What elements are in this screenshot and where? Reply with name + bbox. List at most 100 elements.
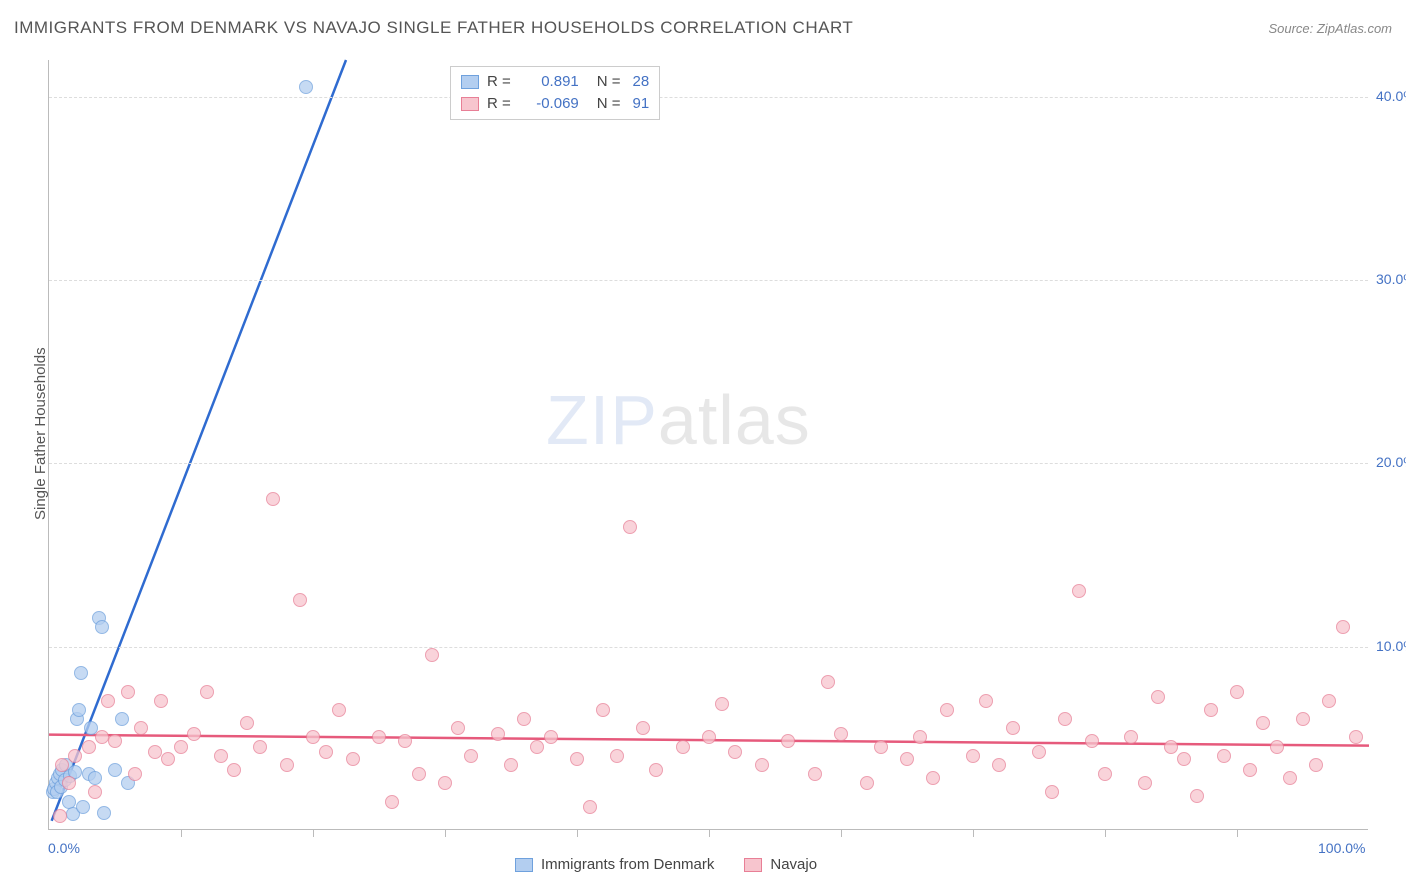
- data-point: [1256, 716, 1270, 730]
- x-tick-mark: [841, 829, 842, 837]
- data-point: [834, 727, 848, 741]
- data-point: [95, 620, 109, 634]
- legend-r-value: 0.891: [519, 71, 579, 93]
- data-point: [385, 795, 399, 809]
- data-point: [214, 749, 228, 763]
- data-point: [128, 767, 142, 781]
- data-point: [570, 752, 584, 766]
- x-tick-mark: [1237, 829, 1238, 837]
- plot-area: ZIPatlas: [48, 60, 1368, 830]
- data-point: [134, 721, 148, 735]
- data-point: [544, 730, 558, 744]
- x-tick-mark: [181, 829, 182, 837]
- data-point: [1217, 749, 1231, 763]
- legend-r-label: R =: [487, 93, 511, 115]
- data-point: [82, 740, 96, 754]
- data-point: [623, 520, 637, 534]
- data-point: [227, 763, 241, 777]
- data-point: [966, 749, 980, 763]
- legend-row: R =-0.069N =91: [461, 93, 649, 115]
- data-point: [900, 752, 914, 766]
- watermark-zip: ZIP: [546, 381, 658, 459]
- data-point: [451, 721, 465, 735]
- data-point: [808, 767, 822, 781]
- data-point: [874, 740, 888, 754]
- data-point: [649, 763, 663, 777]
- data-point: [187, 727, 201, 741]
- data-point: [636, 721, 650, 735]
- legend-swatch: [461, 75, 479, 89]
- data-point: [253, 740, 267, 754]
- data-point: [372, 730, 386, 744]
- data-point: [596, 703, 610, 717]
- data-point: [1336, 620, 1350, 634]
- data-point: [174, 740, 188, 754]
- x-tick-mark: [577, 829, 578, 837]
- gridline: [49, 97, 1368, 98]
- data-point: [412, 767, 426, 781]
- data-point: [1243, 763, 1257, 777]
- data-point: [101, 694, 115, 708]
- data-point: [72, 703, 86, 717]
- y-tick-label: 10.0%: [1376, 638, 1406, 654]
- legend-n-label: N =: [597, 71, 621, 93]
- data-point: [115, 712, 129, 726]
- series-name: Navajo: [770, 856, 817, 873]
- x-tick-mark: [973, 829, 974, 837]
- data-point: [306, 730, 320, 744]
- data-point: [266, 492, 280, 506]
- data-point: [1032, 745, 1046, 759]
- legend-swatch: [515, 858, 533, 872]
- data-point: [88, 785, 102, 799]
- data-point: [860, 776, 874, 790]
- data-point: [1045, 785, 1059, 799]
- data-point: [97, 806, 111, 820]
- data-point: [53, 809, 67, 823]
- data-point: [346, 752, 360, 766]
- data-point: [1230, 685, 1244, 699]
- data-point: [1309, 758, 1323, 772]
- data-point: [148, 745, 162, 759]
- data-point: [1124, 730, 1138, 744]
- y-tick-label: 20.0%: [1376, 454, 1406, 470]
- data-point: [583, 800, 597, 814]
- legend-n-label: N =: [597, 93, 621, 115]
- data-point: [425, 648, 439, 662]
- data-point: [108, 734, 122, 748]
- data-point: [702, 730, 716, 744]
- x-tick-label: 100.0%: [1318, 840, 1365, 856]
- data-point: [121, 685, 135, 699]
- data-point: [913, 730, 927, 744]
- data-point: [1270, 740, 1284, 754]
- data-point: [926, 771, 940, 785]
- series-legend-item: Navajo: [744, 856, 817, 873]
- data-point: [530, 740, 544, 754]
- data-point: [728, 745, 742, 759]
- chart-title: IMMIGRANTS FROM DENMARK VS NAVAJO SINGLE…: [14, 18, 853, 38]
- data-point: [74, 666, 88, 680]
- legend-r-label: R =: [487, 71, 511, 93]
- x-tick-mark: [445, 829, 446, 837]
- data-point: [1058, 712, 1072, 726]
- data-point: [332, 703, 346, 717]
- data-point: [280, 758, 294, 772]
- data-point: [319, 745, 333, 759]
- x-tick-mark: [313, 829, 314, 837]
- data-point: [1151, 690, 1165, 704]
- data-point: [62, 776, 76, 790]
- data-point: [781, 734, 795, 748]
- legend-n-value: 28: [633, 71, 650, 93]
- legend-r-value: -0.069: [519, 93, 579, 115]
- data-point: [88, 771, 102, 785]
- data-point: [154, 694, 168, 708]
- gridline: [49, 463, 1368, 464]
- data-point: [1204, 703, 1218, 717]
- gridline: [49, 280, 1368, 281]
- data-point: [240, 716, 254, 730]
- chart-svg: [49, 60, 1369, 830]
- data-point: [1072, 584, 1086, 598]
- data-point: [62, 795, 76, 809]
- data-point: [464, 749, 478, 763]
- x-tick-mark: [1105, 829, 1106, 837]
- data-point: [992, 758, 1006, 772]
